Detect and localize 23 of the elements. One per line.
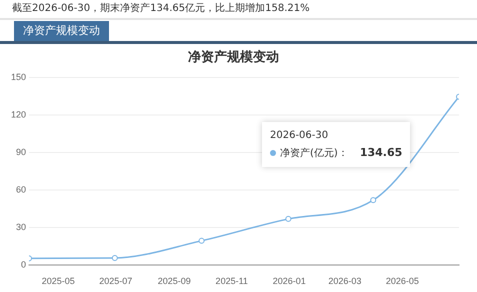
text: 净资产规模变动	[14, 21, 109, 41]
annotation: 134.65	[360, 146, 402, 159]
point	[285, 216, 292, 222]
y-tick-label: 30	[16, 222, 26, 232]
x-tick-label: 2025-09	[158, 276, 191, 286]
x-tick-label: 2026-01	[272, 276, 306, 286]
x-tick-label: 2025-07	[99, 276, 132, 286]
legend-label: 净资产(亿元)：	[280, 148, 348, 159]
y-tick-label: 120	[10, 110, 26, 120]
y-tick-label: 0	[21, 260, 26, 270]
annotation: 2026-06-30	[270, 129, 330, 143]
chart-title: 净资产规模变动	[188, 49, 279, 66]
x-tick-label: 2026-05	[386, 276, 419, 286]
x-tick-label: 2025-05	[42, 276, 75, 286]
point	[112, 254, 118, 261]
point	[370, 197, 376, 204]
point	[198, 238, 205, 244]
x-tick-label: 2026-03	[328, 276, 362, 286]
y-tick-label: 60	[16, 184, 26, 195]
y-tick-label: 90	[16, 147, 26, 158]
x-tick-label: 2025-11	[216, 276, 248, 286]
text: 截至2026-06-30，期末净资产134.65亿元，比上期增加158.21%	[11, 2, 311, 16]
y-tick-label: 150	[10, 72, 26, 82]
